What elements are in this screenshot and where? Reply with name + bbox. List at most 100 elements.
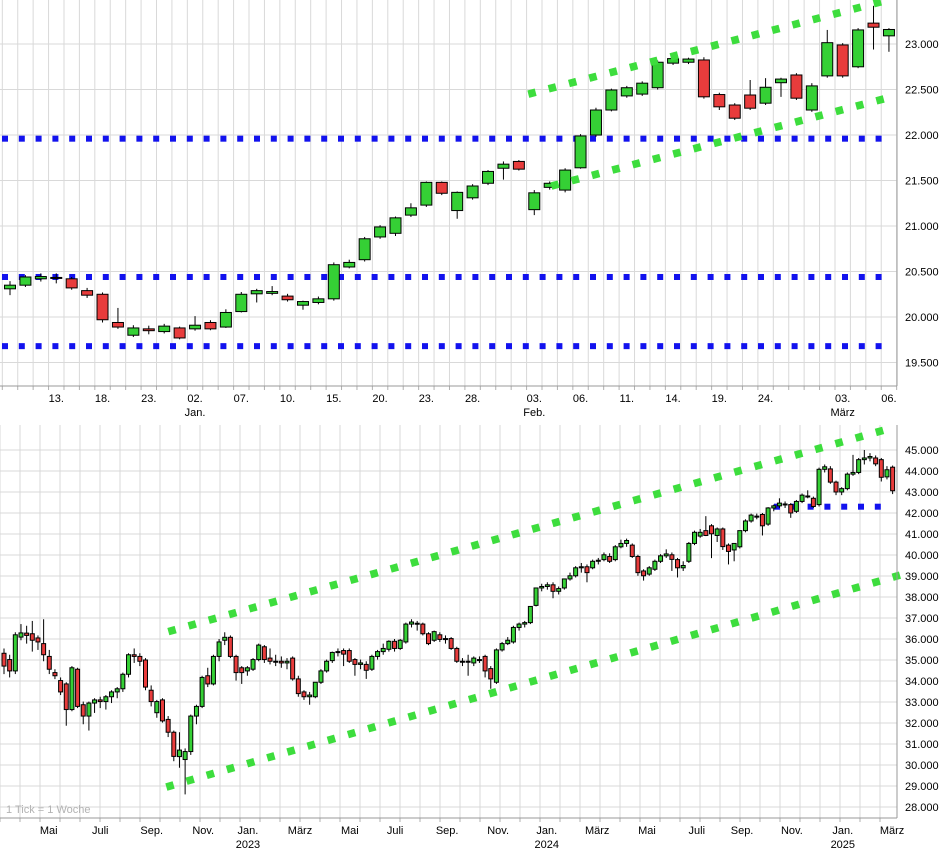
candle-body (720, 528, 726, 548)
support-dot (237, 135, 244, 142)
tick-scale-note: 1 Tick = 1 Woche (6, 804, 91, 816)
support-dot (422, 273, 428, 280)
support-dot (674, 135, 680, 142)
candlestick (624, 538, 630, 547)
support-dot (841, 503, 848, 510)
channel-dot (713, 472, 723, 482)
candle-body (266, 291, 279, 294)
candle-body (409, 621, 415, 625)
channel-dot (710, 40, 720, 50)
candlestick (675, 557, 681, 578)
candlestick (522, 620, 528, 628)
support-dot (472, 135, 479, 142)
x-axis-label: Juli (689, 825, 706, 837)
candlestick (18, 624, 24, 641)
support-dot (86, 343, 92, 350)
candlestick (709, 524, 714, 559)
candle-body (296, 301, 309, 306)
candlestick (420, 181, 433, 207)
candle-body (281, 295, 294, 301)
candle-body (222, 636, 228, 641)
channel-dot (528, 676, 538, 686)
x-axis-label: Jan. (238, 825, 259, 837)
candle-body (533, 587, 539, 606)
channel-dot (612, 500, 622, 511)
candlestick (578, 562, 584, 573)
candle-body (505, 639, 511, 645)
support-dot (254, 135, 260, 142)
candlestick (114, 687, 120, 699)
candle-body (148, 689, 154, 703)
support-dot (489, 273, 496, 280)
candlestick (261, 645, 267, 663)
support-dot (724, 273, 731, 280)
x-axis-label: 24. (758, 393, 773, 405)
candlestick (369, 654, 375, 671)
candle-body (759, 86, 772, 104)
support-dot (220, 273, 227, 280)
candlestick (58, 677, 64, 696)
candlestick (312, 681, 318, 699)
candle-body (358, 662, 364, 665)
support-dot (186, 343, 193, 350)
support-dot (640, 135, 647, 142)
candle-body (805, 495, 811, 498)
candlestick (235, 292, 248, 313)
candlestick (256, 643, 262, 662)
candle-body (414, 622, 420, 625)
support-dot (573, 273, 580, 280)
candlestick (111, 307, 124, 329)
candle-body (556, 588, 562, 592)
candlestick (528, 190, 541, 216)
candle-body (873, 457, 879, 465)
candle-body (65, 278, 78, 289)
candlestick (839, 487, 845, 496)
candlestick (210, 654, 216, 686)
candlestick (833, 480, 839, 496)
candlestick (867, 5, 880, 50)
x-axis-label: 03. (527, 393, 542, 405)
candlestick (92, 698, 98, 713)
candlestick (805, 83, 818, 112)
x-axis-label: 02. (187, 393, 202, 405)
channel-dot (205, 769, 216, 780)
support-line-blue (2, 273, 882, 280)
support-dot (119, 135, 126, 142)
candlestick (34, 273, 47, 282)
candlestick (499, 641, 505, 652)
channel-dot (669, 635, 680, 646)
candlestick (584, 564, 590, 583)
candle-body (516, 623, 522, 628)
candle-body (476, 659, 482, 662)
candle-body (713, 94, 726, 108)
support-dot (35, 343, 42, 350)
support-dot (220, 343, 227, 350)
support-dot (690, 343, 697, 350)
candlestick (805, 490, 811, 499)
support-dot (522, 135, 529, 142)
candle-body (307, 694, 313, 698)
candlestick (510, 625, 516, 644)
candlestick (389, 216, 402, 237)
x-axis-label: Nov. (487, 825, 509, 837)
channel-dot (611, 164, 621, 174)
support-dot (153, 135, 160, 142)
candle-body (459, 660, 465, 663)
candle-body (261, 646, 267, 661)
y-axis-label: 45.000 (905, 445, 939, 457)
candlestick (46, 649, 52, 675)
channel-dot (855, 100, 865, 110)
candle-body (50, 276, 63, 279)
y-axis-label: 41.000 (905, 529, 939, 541)
support-dot (858, 503, 864, 510)
candle-body (510, 626, 516, 643)
candlestick (358, 659, 364, 670)
candlestick (561, 578, 567, 590)
candle-body (686, 542, 692, 562)
candle-body (18, 632, 24, 638)
x-axis-label: Juli (387, 825, 404, 837)
candles-layer (1, 449, 896, 795)
support-dot (69, 343, 76, 350)
support-dot (758, 343, 764, 350)
support-dot (388, 273, 395, 280)
